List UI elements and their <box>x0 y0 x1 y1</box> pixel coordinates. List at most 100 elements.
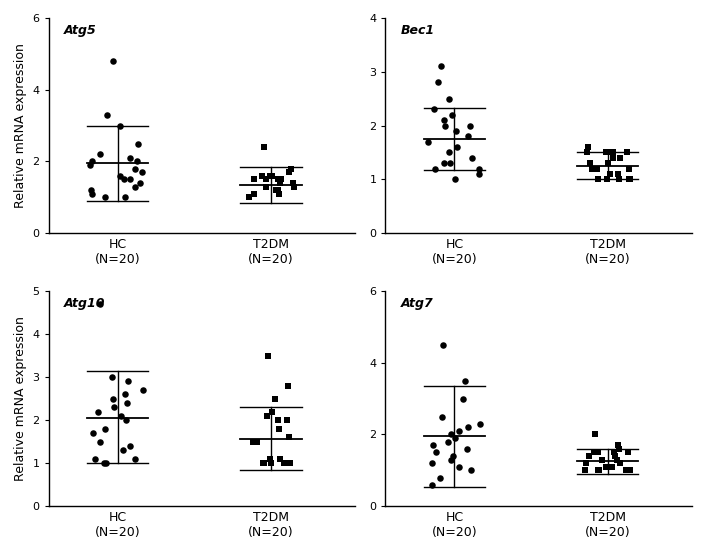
Point <box>582 143 593 152</box>
Point <box>430 448 441 457</box>
Point <box>256 171 268 180</box>
Point <box>114 121 126 130</box>
Point <box>117 446 128 455</box>
Point <box>282 381 293 390</box>
Point <box>622 448 633 457</box>
Point <box>86 157 97 166</box>
Point <box>95 299 106 308</box>
Point <box>437 340 448 349</box>
Point <box>85 160 96 169</box>
Point <box>95 437 106 446</box>
Point <box>427 441 438 450</box>
Point <box>462 132 474 141</box>
Point <box>244 193 255 202</box>
Point <box>600 148 611 157</box>
Point <box>607 148 618 157</box>
Text: Bec1: Bec1 <box>401 24 435 38</box>
Point <box>474 419 485 428</box>
Point <box>274 179 285 187</box>
Point <box>121 416 132 425</box>
Point <box>438 116 449 124</box>
Point <box>248 189 259 198</box>
Point <box>90 455 101 463</box>
Point <box>443 94 455 103</box>
Point <box>101 111 112 119</box>
Point <box>266 459 277 468</box>
Point <box>274 175 285 184</box>
Point <box>453 426 465 435</box>
Point <box>129 164 140 173</box>
Point <box>285 459 296 468</box>
Point <box>263 351 274 360</box>
Point <box>275 175 287 184</box>
Point <box>125 153 136 162</box>
Point <box>604 148 615 157</box>
Point <box>124 441 136 450</box>
Point <box>624 466 635 475</box>
Point <box>597 455 608 464</box>
Point <box>288 182 299 191</box>
Point <box>274 455 285 463</box>
Point <box>432 78 443 87</box>
Point <box>604 170 616 179</box>
Point <box>611 455 623 464</box>
Point <box>251 437 263 446</box>
Point <box>434 473 445 482</box>
Point <box>445 159 456 168</box>
Point <box>602 175 613 184</box>
Point <box>465 466 477 475</box>
Point <box>125 175 136 184</box>
Point <box>261 411 273 420</box>
Point <box>612 170 623 179</box>
Point <box>108 56 119 65</box>
Point <box>92 407 104 416</box>
Point <box>88 429 99 437</box>
Point <box>446 111 457 119</box>
Point <box>445 430 456 439</box>
Point <box>609 452 621 461</box>
Point <box>106 373 117 382</box>
Point <box>474 170 485 179</box>
Point <box>94 150 105 159</box>
Point <box>114 171 126 180</box>
Point <box>247 437 258 446</box>
Text: Atg7: Atg7 <box>401 298 433 310</box>
Point <box>100 424 111 433</box>
Point <box>450 175 461 184</box>
Point <box>592 175 604 184</box>
Point <box>87 189 98 198</box>
Point <box>460 376 471 385</box>
Point <box>100 193 111 202</box>
Point <box>259 143 270 152</box>
Point <box>453 462 465 471</box>
Point <box>583 452 594 461</box>
Point <box>450 434 461 442</box>
Point <box>429 105 440 114</box>
Point <box>621 148 633 157</box>
Point <box>587 164 598 173</box>
Point <box>274 424 285 433</box>
Point <box>445 455 456 464</box>
Point <box>614 175 625 184</box>
Point <box>283 433 294 442</box>
Point <box>132 139 143 148</box>
Point <box>426 459 438 468</box>
Point <box>603 159 614 168</box>
Point <box>266 407 277 416</box>
Point <box>135 179 146 187</box>
Point <box>467 153 478 162</box>
Point <box>283 459 294 468</box>
Point <box>283 168 294 176</box>
Point <box>129 455 140 463</box>
Point <box>451 143 462 152</box>
Point <box>122 377 133 386</box>
Point <box>115 411 126 420</box>
Point <box>85 186 97 195</box>
Point <box>273 189 285 198</box>
Point <box>119 390 131 399</box>
Point <box>282 416 293 425</box>
Point <box>264 455 275 463</box>
Point <box>119 193 131 202</box>
Point <box>443 437 454 446</box>
Point <box>108 403 119 411</box>
